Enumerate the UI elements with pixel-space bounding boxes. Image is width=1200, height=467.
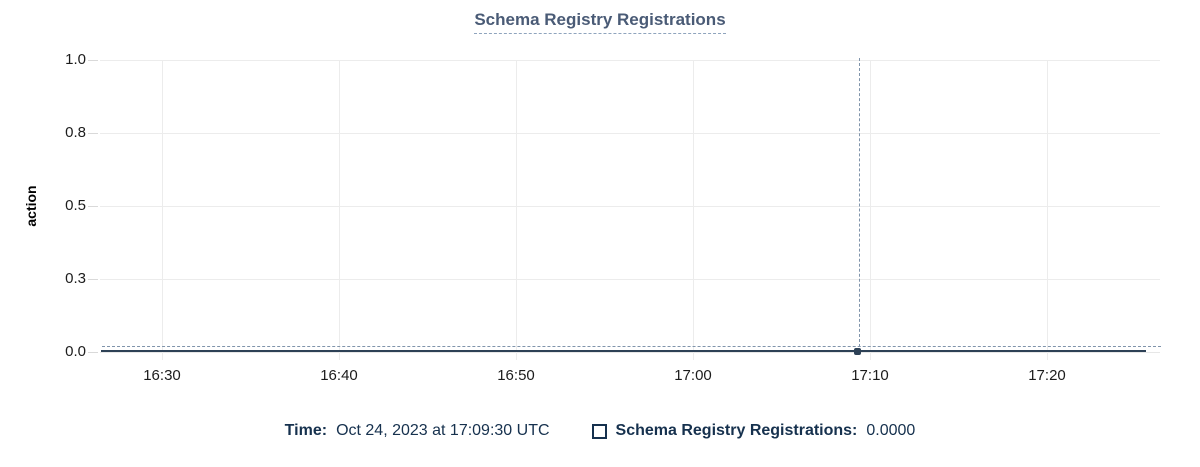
x-tick-label: 17:10 [851, 367, 889, 384]
y-tickmark [88, 133, 98, 134]
y-tickmark [88, 206, 98, 207]
gridline-x-1720 [1047, 60, 1048, 360]
x-tick-label: 17:20 [1028, 367, 1066, 384]
legend-series-label: Schema Registry Registrations: [615, 422, 858, 439]
series-line [101, 350, 1146, 352]
tooltip-time-label: Time: [284, 422, 328, 439]
legend-item-schema-registry[interactable]: Schema Registry Registrations: 0.0000 [591, 421, 916, 441]
crosshair-vertical-line [859, 58, 860, 352]
gridline-x-1640 [339, 60, 340, 360]
gridline-x-1630 [162, 60, 163, 360]
x-tick-label: 16:50 [497, 367, 535, 384]
y-tickmark [88, 60, 98, 61]
y-tickmark [88, 279, 98, 280]
gridline-y-0.3 [100, 279, 1160, 280]
y-tick-label: 0.5 [65, 197, 86, 214]
y-tick-label: 1.0 [65, 51, 86, 68]
highlighted-data-point[interactable] [854, 348, 861, 355]
y-tick-label: 0.0 [65, 343, 86, 360]
y-tick-label: 0.8 [65, 124, 86, 141]
gridline-y-1.0 [100, 60, 1160, 61]
gridline-x-1700 [693, 60, 694, 360]
legend-series-value: 0.0000 [866, 422, 916, 439]
tooltip-legend-row: Time: Oct 24, 2023 at 17:09:30 UTC Schem… [0, 421, 1200, 441]
tooltip-time-value: Oct 24, 2023 at 17:09:30 UTC [336, 422, 550, 439]
chart-title[interactable]: Schema Registry Registrations [474, 10, 726, 34]
gridline-y-0.8 [100, 133, 1160, 134]
chart-title-row: Schema Registry Registrations [0, 10, 1200, 34]
x-axis-baseline [100, 352, 1160, 353]
y-axis-title: action [23, 185, 39, 227]
y-tick-label: 0.3 [65, 270, 86, 287]
gridline-x-1650 [516, 60, 517, 360]
x-tick-label: 16:40 [320, 367, 358, 384]
gridline-x-1710 [870, 60, 871, 360]
legend-series-marker-icon[interactable] [591, 423, 607, 439]
x-tick-label: 16:30 [143, 367, 181, 384]
y-tickmark [88, 352, 98, 353]
x-tick-label: 17:00 [674, 367, 712, 384]
gridline-y-0.5 [100, 206, 1160, 207]
crosshair-horizontal-line [102, 346, 1161, 347]
